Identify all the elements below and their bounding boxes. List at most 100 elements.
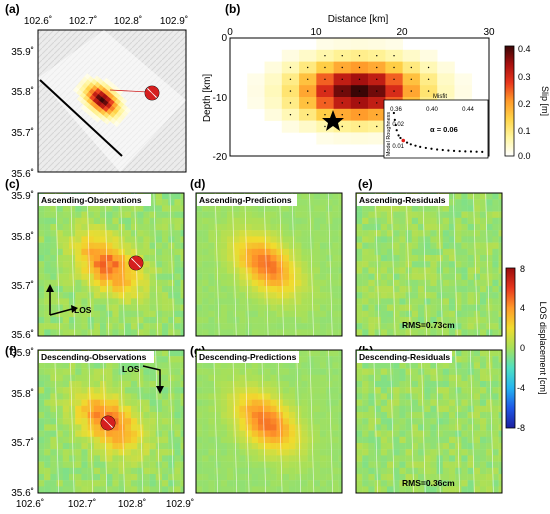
los-cell: [498, 205, 502, 212]
los-cell: [387, 279, 394, 287]
beachball-compression-quadrant: [128, 258, 141, 271]
los-cell: [214, 412, 221, 419]
los-cell: [362, 381, 369, 388]
los-cell: [258, 236, 265, 243]
los-cell: [245, 224, 252, 231]
los-cell: [387, 211, 394, 218]
los-cell: [480, 399, 487, 406]
los-cell: [69, 480, 76, 487]
los-cell: [62, 286, 70, 293]
los-cell: [69, 224, 76, 231]
los-cell: [442, 474, 450, 481]
los-cell: [208, 279, 215, 287]
los-cell: [320, 217, 327, 225]
los-cell: [455, 474, 462, 481]
los-cell: [380, 323, 388, 330]
los-cell: [399, 323, 406, 330]
los-cell: [93, 248, 101, 256]
los-cell: [498, 317, 502, 324]
los-cell: [486, 362, 493, 369]
los-cell: [155, 317, 163, 324]
los-cell: [81, 279, 88, 287]
los-cell: [380, 449, 388, 456]
los-cell: [467, 317, 474, 324]
los-cell: [44, 461, 51, 468]
los-cell: [251, 430, 259, 437]
los-cell: [38, 393, 45, 400]
los-cell: [313, 205, 321, 212]
los-cell: [87, 211, 94, 218]
los-cell: [332, 230, 339, 237]
los-cell: [196, 217, 203, 225]
los-cell: [202, 310, 209, 318]
los-cell: [143, 399, 150, 406]
los-cell: [264, 387, 271, 394]
los-cell: [214, 236, 221, 243]
los-cell: [162, 374, 169, 382]
los-cell: [174, 205, 181, 212]
los-cell: [301, 273, 308, 280]
los-cell: [442, 261, 450, 268]
los-cell: [251, 248, 259, 256]
los-cell: [326, 467, 333, 475]
los-cell: [106, 374, 113, 382]
los-cell: [264, 255, 271, 262]
los-cell: [480, 323, 487, 330]
los-cell: [264, 455, 271, 462]
los-cell: [498, 362, 502, 369]
los-cell: [418, 236, 425, 243]
los-cell: [480, 381, 487, 388]
los-cell: [93, 230, 101, 237]
los-cell: [418, 474, 425, 481]
los-cell: [393, 480, 400, 487]
los-cell: [50, 236, 57, 243]
los-cell: [399, 255, 406, 262]
los-cell: [332, 480, 339, 487]
inset-point: [452, 149, 456, 152]
los-cell: [100, 467, 107, 475]
los-cell: [81, 455, 88, 462]
los-cell: [196, 443, 203, 450]
los-cell: [480, 211, 487, 218]
slip-cell: [437, 73, 455, 86]
los-cell: [332, 248, 339, 256]
los-cell: [399, 461, 406, 468]
los-cell: [149, 387, 156, 394]
los-cell: [374, 443, 381, 450]
los-cell: [387, 436, 394, 444]
los-cell: [393, 304, 400, 311]
los-cell: [486, 236, 493, 243]
los-cell: [106, 279, 113, 287]
los-cell: [69, 405, 76, 413]
los-cell: [338, 486, 342, 493]
los-cell: [162, 304, 169, 311]
los-cell: [473, 467, 481, 475]
los-cell: [162, 211, 169, 218]
los-cell: [418, 399, 425, 406]
los-cell: [93, 298, 101, 305]
los-cell: [449, 230, 456, 237]
los-cell: [149, 381, 156, 388]
los-cell: [356, 381, 363, 388]
los-cell: [75, 486, 82, 493]
los-cell: [100, 449, 107, 456]
los-cell: [387, 242, 394, 249]
los-cell: [442, 405, 450, 413]
los-cell: [100, 304, 107, 311]
panel-f-los-arrow-icon: [142, 365, 164, 394]
los-cell: [162, 455, 169, 462]
los-cell: [282, 393, 290, 400]
los-cell: [180, 199, 184, 206]
los-cell: [69, 467, 76, 475]
los-cell: [282, 317, 290, 324]
los-cell: [174, 211, 181, 218]
los-cell: [233, 374, 240, 382]
los-cell: [220, 455, 228, 462]
los-cell: [411, 480, 419, 487]
los-cell: [320, 224, 327, 231]
los-cell: [227, 362, 234, 369]
los-cell: [320, 317, 327, 324]
los-cell: [62, 230, 70, 237]
slip-cell: [385, 38, 403, 51]
los-cell: [430, 387, 437, 394]
